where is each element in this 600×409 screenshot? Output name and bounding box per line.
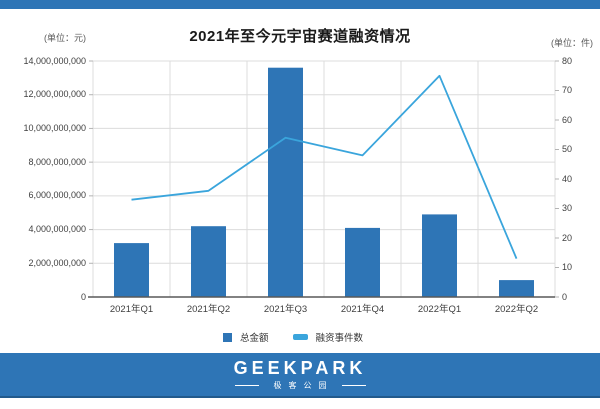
y-axis-left-tick-label: 12,000,000,000: [23, 89, 86, 100]
x-axis-tick-label: 2021年Q4: [340, 304, 385, 315]
y-axis-right-tick-label: 20: [562, 232, 573, 243]
y-axis-left-tick-label: 14,000,000,000: [23, 55, 86, 66]
legend-label-total: 总金额: [239, 333, 269, 344]
y-axis-left-tick-label: 0: [80, 291, 86, 302]
y-axis-right-tick-label: 70: [562, 85, 573, 95]
logo-rule-left: [234, 385, 259, 386]
x-axis-tick-label: 2021年Q2: [186, 304, 231, 315]
legend-swatch-events: [292, 334, 308, 340]
left-axis-unit-label: (单位：元): [44, 33, 86, 43]
bar-2021年Q3: [268, 67, 303, 297]
y-axis-left-tick-label: 6,000,000,000: [28, 190, 86, 201]
legend-item-events: 融资事件数: [292, 330, 364, 344]
y-axis-right-tick-label: 50: [562, 144, 573, 154]
x-axis-tick-label: 2022年Q2: [494, 304, 539, 315]
chart-legend: 总金额 融资事件数: [0, 330, 586, 344]
x-axis-tick-label: 2022年Q1: [417, 304, 462, 315]
x-axis-tick-label: 2021年Q3: [263, 304, 308, 315]
bar-2022年Q2: [499, 280, 534, 297]
y-axis-right-tick-label: 60: [562, 114, 573, 125]
top-accent-band: [0, 0, 600, 9]
y-axis-left-tick-label: 10,000,000,000: [23, 122, 86, 133]
y-axis-right-tick-label: 30: [562, 203, 573, 213]
right-axis-unit-label: (单位：件): [551, 38, 593, 48]
y-axis-right-tick-label: 0: [562, 291, 568, 302]
y-axis-left-tick-label: 8,000,000,000: [28, 156, 86, 167]
bar-2021年Q1: [114, 243, 149, 297]
geekpark-logo: GEEKPARK: [233, 358, 367, 378]
footer-banner: GEEKPARK 极客公园: [0, 353, 600, 398]
geekpark-logo-chinese: 极客公园: [273, 381, 334, 390]
legend-swatch-total: [222, 332, 232, 342]
chart-title: 2021年至今元宇宙赛道融资情况: [189, 28, 411, 45]
y-axis-left-tick-label: 4,000,000,000: [28, 224, 86, 235]
legend-item-total: 总金额: [222, 330, 269, 344]
y-axis-right-tick-label: 80: [562, 55, 573, 66]
geekpark-logo-subline: 极客公园: [234, 381, 366, 390]
bar-2022年Q1: [422, 214, 457, 297]
bar-2021年Q2: [191, 226, 226, 297]
y-axis-right-tick-label: 10: [562, 262, 573, 272]
y-axis-right-tick-label: 40: [562, 173, 573, 184]
bar-2021年Q4: [345, 227, 380, 297]
x-axis-tick-label: 2021年Q1: [109, 304, 154, 315]
y-axis-left-tick-label: 2,000,000,000: [28, 257, 86, 268]
events-line-series: [131, 74, 518, 259]
logo-rule-right: [341, 385, 366, 386]
legend-label-events: 融资事件数: [315, 333, 364, 344]
